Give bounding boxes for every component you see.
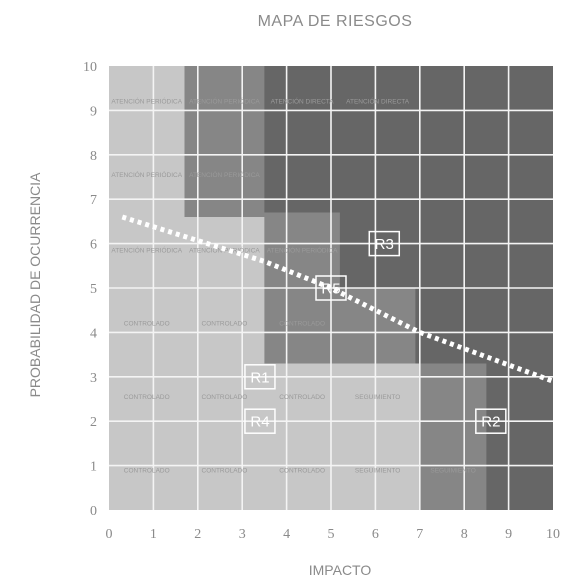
y-tick-label: 5 <box>90 282 97 297</box>
risk-markers: R1 R2 R3 R4 R5 <box>244 230 507 434</box>
risk-label: R1 <box>250 369 269 386</box>
risk-marker-r5: R5 <box>315 275 347 301</box>
y-tick-label: 3 <box>90 371 97 386</box>
cell-label: CONTROLADO <box>124 321 170 328</box>
risk-marker-r1: R1 <box>244 364 276 390</box>
cell-label: ATENCIÓN PERIÓDICA <box>111 245 182 254</box>
cell-label: CONTROLADO <box>202 321 248 328</box>
x-tick-label: 5 <box>328 527 335 542</box>
y-tick-label: 1 <box>90 460 97 475</box>
y-tick-label: 7 <box>90 193 97 208</box>
x-tick-label: 2 <box>194 527 201 542</box>
x-axis-label: IMPACTO <box>309 562 372 578</box>
cell-label: CONTROLADO <box>124 467 170 474</box>
cell-label: ATENCIÓN PERIÓDICA <box>111 170 182 179</box>
threshold-line <box>121 214 554 384</box>
cell-label: SEGUIMIENTO <box>430 467 475 474</box>
cell-label: CONTROLADO <box>124 394 170 401</box>
chart-title: MAPA DE RIESGOS <box>258 13 413 30</box>
risk-label: R4 <box>250 414 269 431</box>
risk-marker-r2: R2 <box>475 408 507 434</box>
x-tick-label: 10 <box>546 527 560 542</box>
y-tick-label: 10 <box>83 60 97 75</box>
cell-label: CONTROLADO <box>202 467 248 474</box>
x-tick-label: 1 <box>150 527 157 542</box>
y-tick-label: 4 <box>90 326 97 341</box>
y-tick-label: 9 <box>90 104 97 119</box>
x-tick-label: 8 <box>461 527 468 542</box>
cell-label: ATENCIÓN PERIÓDICA <box>111 97 182 106</box>
x-tick-label: 0 <box>106 527 113 542</box>
grid-lines <box>109 66 553 510</box>
cell-label: ATENCIÓN DIRECTA <box>271 97 335 106</box>
y-axis-ticks: 0 1 2 3 4 5 6 7 8 9 10 <box>83 60 97 519</box>
x-axis-ticks: 0 1 2 3 4 5 6 7 8 9 10 <box>106 527 561 542</box>
threshold-dotted-line <box>121 214 554 384</box>
x-tick-label: 7 <box>416 527 423 542</box>
cell-label: ATENCIÓN PERIÓDICA <box>267 245 338 254</box>
cell-label: SEGUIMIENTO <box>355 467 400 474</box>
y-tick-label: 2 <box>90 415 97 430</box>
x-tick-label: 4 <box>283 527 290 542</box>
risk-marker-r3: R3 <box>368 230 401 257</box>
y-tick-label: 6 <box>90 238 97 253</box>
cell-labels: ATENCIÓN PERIÓDICA ATENCIÓN PERIÓDICA ATEN… <box>111 97 475 475</box>
x-tick-label: 6 <box>372 527 379 542</box>
risk-marker-r4: R4 <box>244 408 276 434</box>
cell-label: CONTROLADO <box>279 321 325 328</box>
cell-label: SEGUIMIENTO <box>355 394 400 401</box>
x-tick-label: 9 <box>505 527 512 542</box>
cell-label: ATENCIÓN PERIÓDICA <box>189 97 260 106</box>
cell-label: CONTROLADO <box>202 394 248 401</box>
cell-label: CONTROLADO <box>279 467 325 474</box>
risk-label: R5 <box>321 281 340 298</box>
y-tick-label: 0 <box>90 504 97 519</box>
cell-label: CONTROLADO <box>279 394 325 401</box>
y-axis-label: PROBABILIDAD DE OCURRENCIA <box>27 172 43 397</box>
cell-label: ATENCIÓN PERIÓDICA <box>189 170 260 179</box>
cell-label: ATENCIÓN DIRECTA <box>346 97 410 106</box>
y-tick-label: 8 <box>90 149 97 164</box>
risk-label: R3 <box>375 236 394 253</box>
x-tick-label: 3 <box>239 527 246 542</box>
risk-label: R2 <box>481 414 500 431</box>
